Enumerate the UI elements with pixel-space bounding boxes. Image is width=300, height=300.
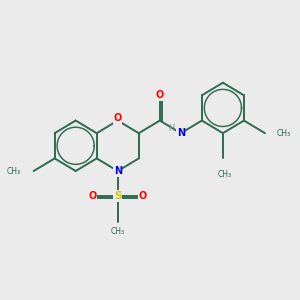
Text: O: O: [88, 191, 97, 201]
Text: O: O: [114, 113, 122, 123]
Text: O: O: [139, 191, 147, 201]
Text: CH₃: CH₃: [217, 169, 231, 178]
Text: S: S: [114, 191, 122, 201]
Text: H: H: [168, 124, 174, 133]
Text: CH₃: CH₃: [276, 129, 290, 138]
Text: CH₃: CH₃: [7, 167, 21, 176]
Text: N: N: [114, 166, 122, 176]
Text: O: O: [156, 90, 164, 100]
Text: N: N: [177, 128, 185, 138]
Text: CH₃: CH₃: [111, 226, 125, 236]
